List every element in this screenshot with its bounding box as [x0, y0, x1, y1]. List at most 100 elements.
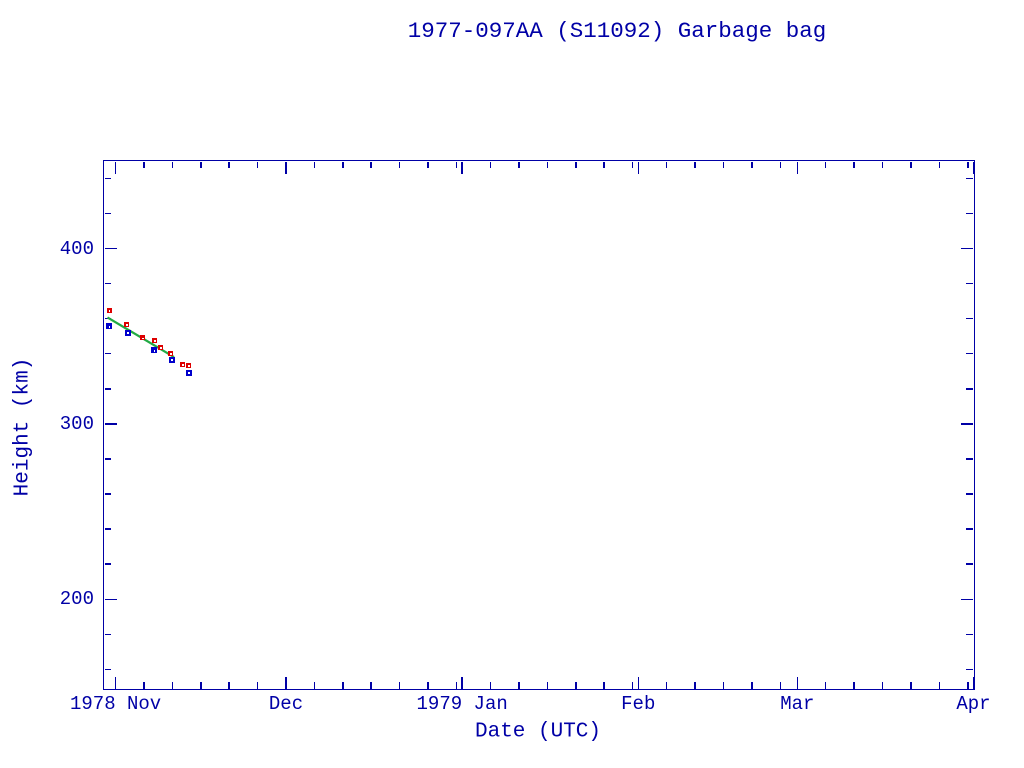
y-tick-minor-right [966, 177, 973, 180]
data-point-red [168, 351, 174, 357]
x-tick-minor-top [546, 161, 549, 169]
x-tick-minor [398, 682, 401, 689]
x-tick-label: Apr [956, 692, 991, 715]
y-tick-minor-right [966, 352, 973, 355]
x-tick-minor [631, 682, 634, 689]
marker-inner-dot [188, 372, 190, 375]
y-tick-minor [104, 458, 112, 460]
x-tick-minor [455, 682, 458, 689]
x-tick-minor-top [518, 161, 520, 169]
x-axis-label: Date (UTC) [474, 720, 602, 744]
x-tick-minor [853, 682, 855, 689]
data-point-blue [151, 347, 158, 354]
y-tick-minor [104, 352, 112, 355]
y-tick-minor [104, 493, 112, 495]
marker-inner-dot [188, 365, 190, 368]
x-tick-major-top [285, 161, 287, 174]
x-tick-major [796, 676, 799, 689]
x-tick-minor-top [228, 161, 230, 169]
y-tick-minor-right [966, 633, 973, 636]
y-tick-minor-right [966, 668, 973, 671]
x-tick-minor [751, 682, 753, 689]
y-tick-minor [104, 633, 112, 636]
y-tick-minor [104, 388, 112, 390]
x-tick-minor [824, 682, 827, 689]
y-tick-major-right [960, 598, 973, 601]
y-tick-major [104, 423, 117, 425]
x-tick-minor-top [398, 161, 401, 169]
x-tick-label: 1979 Jan [416, 692, 508, 715]
x-tick-major-top [637, 161, 639, 174]
y-tick-minor-right [966, 493, 973, 495]
x-tick-minor [967, 682, 969, 689]
x-tick-minor-top [967, 161, 969, 169]
x-tick-label: Dec [268, 692, 304, 715]
y-tick-major [104, 247, 117, 250]
x-tick-major [461, 676, 463, 689]
data-point-red [152, 337, 158, 343]
x-tick-minor-top [427, 161, 429, 169]
y-tick-minor-right [966, 528, 973, 530]
marker-inner-dot [171, 359, 173, 362]
y-tick-minor-right [966, 282, 973, 285]
x-tick-minor-top [751, 161, 753, 169]
marker-inner-dot [108, 309, 111, 312]
y-tick-minor [104, 563, 112, 565]
x-tick-minor [313, 682, 316, 689]
y-tick-label: 300 [59, 412, 94, 435]
plot-frame [103, 160, 975, 691]
x-tick-minor [665, 682, 668, 689]
data-point-red [180, 361, 186, 367]
x-tick-minor-top [313, 161, 316, 169]
data-point-red [140, 335, 146, 341]
x-tick-minor-top [722, 161, 725, 169]
y-tick-major-right [960, 247, 973, 250]
marker-inner-dot [142, 337, 144, 340]
x-tick-minor [938, 682, 941, 689]
y-tick-minor [104, 282, 112, 285]
x-tick-minor [256, 682, 259, 689]
x-tick-minor-top [455, 161, 458, 169]
x-tick-minor [342, 682, 344, 689]
x-tick-minor-top [171, 161, 174, 169]
x-tick-minor-top [910, 161, 912, 169]
chart-title: 1977-097AA (S11092) Garbage bag [407, 18, 827, 44]
x-tick-minor-top [853, 161, 855, 169]
y-tick-minor [104, 668, 112, 671]
y-tick-minor-right [966, 212, 973, 215]
x-tick-major-top [461, 161, 463, 174]
marker-inner-dot [182, 364, 184, 366]
data-point-red [124, 321, 130, 327]
y-tick-label: 200 [59, 588, 94, 611]
x-tick-minor-top [370, 161, 372, 169]
marker-inner-dot [153, 350, 156, 352]
data-point-blue [106, 323, 113, 330]
y-tick-minor-right [966, 317, 973, 320]
x-tick-minor [171, 682, 174, 689]
x-tick-minor-top [342, 161, 344, 169]
y-tick-minor-right [966, 563, 973, 565]
y-tick-minor [104, 177, 112, 180]
x-tick-minor [143, 682, 145, 689]
marker-inner-dot [159, 347, 162, 349]
x-tick-minor [489, 682, 492, 689]
x-tick-minor [603, 682, 605, 689]
x-tick-major [637, 676, 639, 689]
x-tick-minor-top [603, 161, 605, 169]
x-tick-major-top [972, 161, 975, 174]
x-tick-minor [427, 682, 429, 689]
x-tick-label: Feb [621, 692, 656, 715]
x-tick-major [114, 676, 117, 689]
data-point-blue [124, 329, 131, 336]
x-tick-major-top [114, 161, 117, 174]
x-tick-minor-top [575, 161, 577, 169]
x-tick-minor-top [143, 161, 145, 169]
x-tick-minor-top [779, 161, 782, 169]
x-tick-minor [722, 682, 725, 689]
x-tick-minor-top [200, 161, 202, 169]
marker-inner-dot [154, 340, 156, 342]
x-tick-label: Mar [780, 692, 815, 715]
y-tick-minor-right [966, 388, 973, 390]
